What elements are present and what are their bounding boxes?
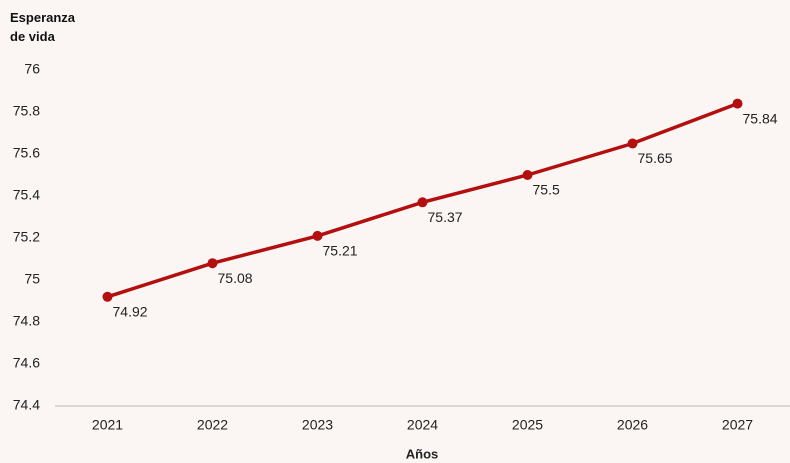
point [417,197,428,208]
point [207,258,218,269]
x-tick-label: 2026 [617,417,648,433]
x-tick-label: 2027 [722,417,753,433]
point [627,138,638,149]
y-tick-label: 75.4 [13,187,40,203]
data-label: 74.92 [113,304,148,320]
point [732,98,743,109]
data-label: 75.84 [743,110,778,126]
y-tick-label: 75 [24,271,40,287]
x-tick-label: 2024 [407,417,438,433]
data-label: 75.08 [218,270,253,286]
x-tick-label: 2023 [302,417,333,433]
y-tick-label: 74.4 [13,397,40,413]
data-label: 75.65 [638,150,673,166]
data-label: 75.5 [533,182,560,198]
y-axis-label: Esperanza de vida [10,10,76,44]
point [312,230,323,241]
x-tick-label: 2025 [512,417,543,433]
x-tick-label: 2021 [92,417,123,433]
y-tick-label: 76 [24,61,40,77]
point [522,170,533,180]
data-label: 75.21 [323,243,358,259]
y-tick-label: 74.6 [13,355,40,371]
data-label: 75.37 [428,209,463,225]
y-tick-label: 75.2 [13,229,40,245]
x-axis-label: Años [406,446,439,461]
y-tick-label: 75.8 [13,103,40,119]
y-tick-label: 74.8 [13,313,40,329]
point [102,291,113,302]
x-tick-label: 2022 [197,417,228,433]
y-tick-label: 75.6 [13,145,40,161]
